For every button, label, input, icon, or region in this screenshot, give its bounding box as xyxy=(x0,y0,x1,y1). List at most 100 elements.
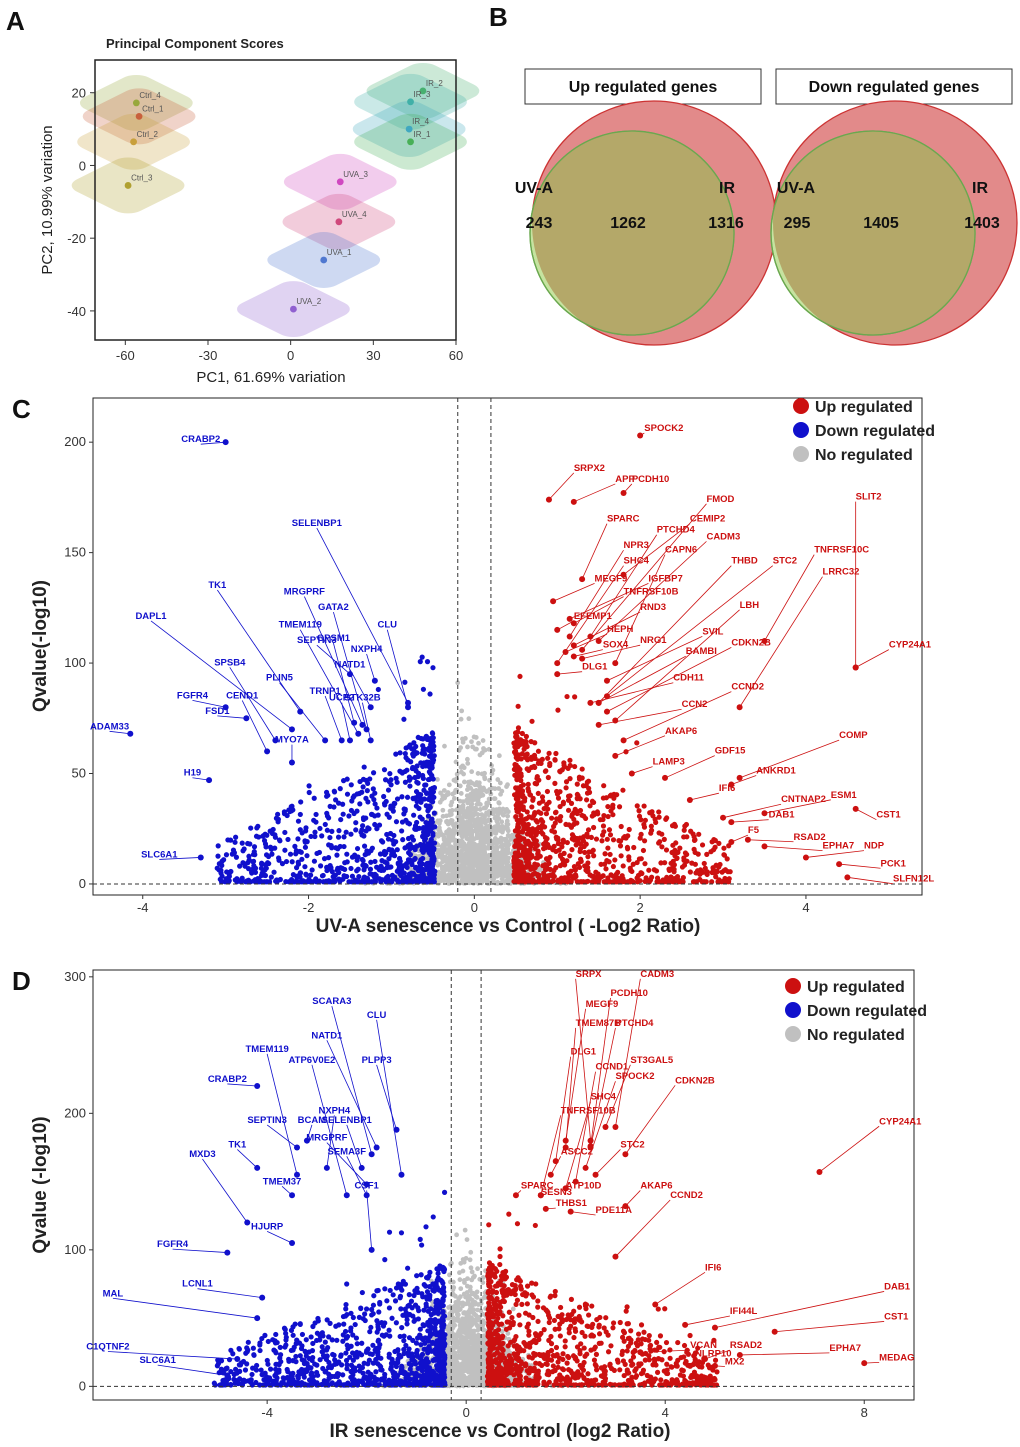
down-point-tmem37 xyxy=(289,1192,296,1199)
down-leader-spsb4 xyxy=(229,667,276,741)
down-leader-crabp2 xyxy=(227,1083,258,1087)
down-point-clu xyxy=(398,1171,405,1178)
up-point-rsad2 xyxy=(744,836,751,843)
venn-panel: Up regulated genes UV-A IR 243 1262 1316… xyxy=(515,68,1018,346)
down-leader-tk1 xyxy=(237,1149,258,1169)
pca-point-label-ctrl-4: Ctrl_4 xyxy=(139,91,161,100)
up-label-esm1: ESM1 xyxy=(831,790,858,801)
pca-y-tick-label: -20 xyxy=(67,231,86,246)
up-leader-ptchd4 xyxy=(590,1027,616,1148)
up-point-gdf15 xyxy=(662,774,669,781)
up-point-epha7 xyxy=(736,1351,743,1358)
down-label-fgfr4: FGFR4 xyxy=(157,1239,189,1250)
up-leader-cdh11 xyxy=(590,682,674,704)
up-leader-tnfrsf10b xyxy=(573,596,624,624)
pca-x-tick-label: 0 xyxy=(287,348,294,363)
up-leader-rnd3 xyxy=(573,611,641,646)
volcano-ir-ticks: -4 0 4 8 0 100 200 300 xyxy=(64,969,868,1420)
down-leader-septin3 xyxy=(266,1124,298,1148)
up-point-ccn2 xyxy=(595,721,602,728)
down-point-spsb4 xyxy=(272,737,279,744)
down-leader-stk32b xyxy=(362,702,372,741)
up-leader-tmem87b xyxy=(565,1027,577,1148)
down-label-myo7a: MYO7A xyxy=(275,735,309,746)
volcano-ir-threshold-lines xyxy=(93,970,914,1400)
volcano-ir-x-axis-label: IR senescence vs Control (log2 Ratio) xyxy=(329,1421,670,1442)
venn-up-left-only: 243 xyxy=(526,215,553,232)
pca-point-label-ir-3: IR_3 xyxy=(414,90,431,99)
down-leader-slc6a1 xyxy=(159,857,201,860)
up-point-medag xyxy=(861,1360,868,1367)
up-point-nlrp10 xyxy=(687,1362,694,1369)
up-label-cyp24a1: CYP24A1 xyxy=(889,640,932,651)
up-leader-cemip2 xyxy=(623,523,691,576)
up-label-ccnd2: CCND2 xyxy=(731,682,764,693)
up-label-ndp: NDP xyxy=(864,841,885,852)
down-point-nxph4 xyxy=(371,677,378,684)
up-leader-ccnd1 xyxy=(575,1071,596,1182)
down-leader-gpsm1 xyxy=(333,642,355,723)
up-point-vcan xyxy=(637,1349,644,1356)
up-leader-npr3 xyxy=(569,549,624,637)
up-label-epha7: EPHA7 xyxy=(823,841,855,852)
up-point-slfn12l xyxy=(844,874,851,881)
legend-swatch-up-regulated xyxy=(793,398,809,414)
up-label-cdh11: CDH11 xyxy=(673,673,704,684)
down-leader-mal xyxy=(112,1297,258,1319)
y-tick-label: 50 xyxy=(72,766,86,781)
up-leader-megf9 xyxy=(565,1008,586,1141)
venn-down-right-set-label: IR xyxy=(972,180,988,197)
up-label-mx2: MX2 xyxy=(725,1357,745,1368)
legend-swatch-up-regulated xyxy=(785,978,801,994)
pca-point-ctrl-4 xyxy=(132,99,140,107)
up-point-pde11a xyxy=(567,1208,574,1215)
pca-point-uva-3 xyxy=(336,178,344,186)
up-label-stc2: STC2 xyxy=(620,1139,644,1150)
down-point-dapl1 xyxy=(288,726,295,733)
up-label-tmem87b: TMEM87B xyxy=(576,1018,622,1029)
up-label-st3gal5: ST3GAL5 xyxy=(630,1055,673,1066)
volcano-uva-ticks: -4 -2 0 2 4 0 50 100 150 200 xyxy=(64,434,809,915)
up-label-nlrp10: NLRP10 xyxy=(695,1348,731,1359)
venn-down-right-only: 1403 xyxy=(964,215,1000,232)
venn-down-uva-outline xyxy=(770,130,976,336)
pca-points: Ctrl_4 Ctrl_1 Ctrl_2 Ctrl_3 IR_2 IR_3 IR_4 IR_1… xyxy=(124,79,443,313)
pca-point-label-ctrl-3: Ctrl_3 xyxy=(131,173,153,182)
pca-point-label-ctrl-2: Ctrl_2 xyxy=(137,130,159,139)
up-leader-ifi44l xyxy=(685,1315,730,1326)
down-leader-natd1 xyxy=(326,1040,377,1148)
down-leader-mrgprf xyxy=(326,1142,367,1185)
up-point-f5 xyxy=(728,838,735,845)
up-point-rnd3 xyxy=(570,642,577,649)
up-leader-cdkn2b xyxy=(606,647,732,713)
up-leader-pcdh10 xyxy=(590,997,611,1147)
down-point-gpsm1 xyxy=(351,719,358,726)
down-point-c1qtnf2 xyxy=(234,1356,241,1363)
down-label-selenbp1: SELENBP1 xyxy=(322,1115,373,1126)
up-point-rsad2 xyxy=(702,1356,709,1363)
up-leader-akap6 xyxy=(615,735,666,757)
down-point-sema3f xyxy=(363,1192,370,1199)
down-leader-sema3f xyxy=(346,1156,368,1196)
up-point-cdh11 xyxy=(587,699,594,706)
up-label-cntnap2: CNTNAP2 xyxy=(781,794,826,805)
down-point-crabp2 xyxy=(254,1083,261,1090)
pca-x-tick-label: -30 xyxy=(199,348,218,363)
up-label-ptchd4: PTCHD4 xyxy=(657,525,696,536)
down-leader-slc6a1 xyxy=(157,1364,228,1376)
up-point-megf9 xyxy=(562,1137,569,1144)
down-leader-fgfr4 xyxy=(172,1248,228,1253)
venn-down-title: Down regulated genes xyxy=(809,79,980,96)
up-label-npr3: NPR3 xyxy=(624,540,649,551)
up-leader-esm1 xyxy=(764,799,831,814)
down-point-cend1 xyxy=(264,748,271,755)
pca-y-tick-label: 20 xyxy=(72,86,86,101)
volcano-uva-threshold-lines xyxy=(93,398,922,895)
up-leader-rsad2 xyxy=(704,1349,731,1360)
up-leader-dlg1 xyxy=(557,671,583,675)
down-leader-nxph4 xyxy=(326,1115,335,1168)
up-label-atp10d: ATP10D xyxy=(566,1180,602,1191)
pca-point-label-uva-1: UVA_1 xyxy=(327,248,352,257)
down-label-mrgprf: MRGPRF xyxy=(306,1133,347,1144)
panel-label-d: D xyxy=(12,966,31,996)
